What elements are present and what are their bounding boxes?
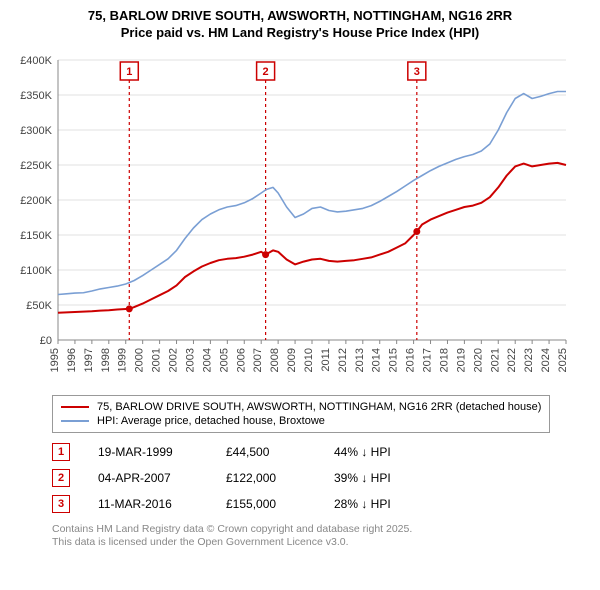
svg-text:2015: 2015 <box>388 348 400 372</box>
svg-text:2007: 2007 <box>252 348 264 372</box>
svg-text:2005: 2005 <box>218 348 230 372</box>
marker-price: £155,000 <box>226 497 306 511</box>
svg-text:£300K: £300K <box>20 125 52 137</box>
svg-text:2013: 2013 <box>354 348 366 372</box>
svg-text:2012: 2012 <box>337 348 349 372</box>
svg-text:2017: 2017 <box>422 348 434 372</box>
svg-text:£0: £0 <box>40 335 52 347</box>
marker-delta: 44% ↓ HPI <box>334 445 588 459</box>
svg-text:2004: 2004 <box>201 348 213 372</box>
svg-text:2: 2 <box>263 66 269 78</box>
svg-text:2010: 2010 <box>303 348 315 372</box>
svg-text:2024: 2024 <box>540 348 552 372</box>
marker-date: 04-APR-2007 <box>98 471 198 485</box>
svg-text:2025: 2025 <box>557 348 569 372</box>
legend-swatch <box>61 406 89 408</box>
svg-text:1: 1 <box>126 66 132 78</box>
svg-text:3: 3 <box>414 66 420 78</box>
svg-text:2006: 2006 <box>235 348 247 372</box>
attribution-line-2: This data is licensed under the Open Gov… <box>52 536 588 550</box>
legend-label: 75, BARLOW DRIVE SOUTH, AWSWORTH, NOTTIN… <box>97 401 541 413</box>
svg-text:2020: 2020 <box>472 348 484 372</box>
attribution: Contains HM Land Registry data © Crown c… <box>52 523 588 550</box>
svg-text:2009: 2009 <box>286 348 298 372</box>
legend: 75, BARLOW DRIVE SOUTH, AWSWORTH, NOTTIN… <box>52 395 550 433</box>
title-line-2: Price paid vs. HM Land Registry's House … <box>12 25 588 42</box>
marker-price: £44,500 <box>226 445 306 459</box>
svg-text:1998: 1998 <box>100 348 112 372</box>
svg-text:£150K: £150K <box>20 230 52 242</box>
attribution-line-1: Contains HM Land Registry data © Crown c… <box>52 523 588 537</box>
svg-text:2014: 2014 <box>371 348 383 372</box>
marker-row: 3 11-MAR-2016 £155,000 28% ↓ HPI <box>52 491 588 517</box>
marker-date: 11-MAR-2016 <box>98 497 198 511</box>
svg-text:2003: 2003 <box>184 348 196 372</box>
legend-label: HPI: Average price, detached house, Brox… <box>97 415 325 427</box>
svg-text:2021: 2021 <box>489 348 501 372</box>
svg-text:2019: 2019 <box>455 348 467 372</box>
title-line-1: 75, BARLOW DRIVE SOUTH, AWSWORTH, NOTTIN… <box>12 8 588 25</box>
marker-badge: 2 <box>52 469 70 487</box>
marker-table: 1 19-MAR-1999 £44,500 44% ↓ HPI 2 04-APR-2007… <box>52 439 588 517</box>
marker-badge: 1 <box>52 443 70 461</box>
svg-text:2018: 2018 <box>438 348 450 372</box>
svg-text:2000: 2000 <box>134 348 146 372</box>
marker-date: 19-MAR-1999 <box>98 445 198 459</box>
svg-text:2016: 2016 <box>405 348 417 372</box>
svg-text:£100K: £100K <box>20 265 52 277</box>
svg-text:1997: 1997 <box>83 348 95 372</box>
svg-text:£200K: £200K <box>20 195 52 207</box>
marker-row: 2 04-APR-2007 £122,000 39% ↓ HPI <box>52 465 588 491</box>
marker-delta: 28% ↓ HPI <box>334 497 588 511</box>
svg-text:1999: 1999 <box>117 348 129 372</box>
legend-swatch <box>61 420 89 422</box>
svg-text:1995: 1995 <box>49 348 61 372</box>
svg-text:1996: 1996 <box>66 348 78 372</box>
line-chart: £0 £50K £100K £150K £200K £250K £300K £350K £400… <box>12 50 572 380</box>
chart-area: £0 £50K £100K £150K £200K £250K £300K £350K £400… <box>12 50 588 385</box>
svg-text:£350K: £350K <box>20 90 52 102</box>
legend-item: 75, BARLOW DRIVE SOUTH, AWSWORTH, NOTTIN… <box>61 400 541 414</box>
marker-badge: 3 <box>52 495 70 513</box>
svg-text:2001: 2001 <box>151 348 163 372</box>
svg-text:2011: 2011 <box>320 348 332 372</box>
svg-text:£250K: £250K <box>20 160 52 172</box>
svg-text:£50K: £50K <box>26 300 52 312</box>
chart-title: 75, BARLOW DRIVE SOUTH, AWSWORTH, NOTTIN… <box>12 8 588 42</box>
marker-row: 1 19-MAR-1999 £44,500 44% ↓ HPI <box>52 439 588 465</box>
marker-delta: 39% ↓ HPI <box>334 471 588 485</box>
marker-price: £122,000 <box>226 471 306 485</box>
svg-text:2022: 2022 <box>506 348 518 372</box>
svg-text:£400K: £400K <box>20 55 52 67</box>
svg-text:2023: 2023 <box>523 348 535 372</box>
legend-item: HPI: Average price, detached house, Brox… <box>61 414 541 428</box>
svg-text:2002: 2002 <box>168 348 180 372</box>
svg-text:2008: 2008 <box>269 348 281 372</box>
